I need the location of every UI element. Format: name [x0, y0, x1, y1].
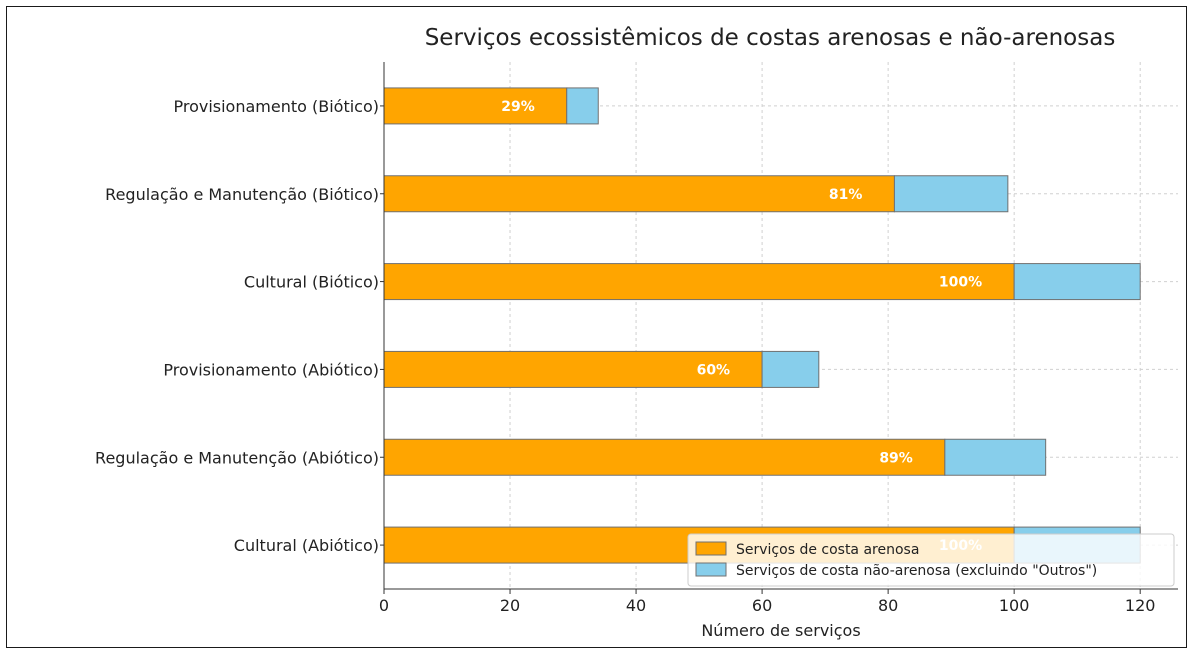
x-tick-label-2: 40 [626, 596, 646, 615]
category-label-4: Regulação e Manutenção (Abiótico) [95, 448, 379, 467]
data-label-4: 89% [879, 450, 913, 466]
legend-label-1: Serviços de costa não-arenosa (excluindo… [736, 563, 1097, 579]
x-tick-label-5: 100 [999, 596, 1030, 615]
category-label-5: Cultural (Abiótico) [234, 536, 379, 555]
category-label-2: Cultural (Biótico) [244, 273, 379, 292]
x-tick-label-0: 0 [379, 596, 389, 615]
labels-layer: Provisionamento (Biótico) 29% Regulação e … [95, 97, 982, 555]
x-tick-label-3: 60 [752, 596, 772, 615]
bar-series-1-3 [761, 350, 820, 388]
x-tick-label-1: 20 [500, 596, 520, 615]
x-axis-label: Número de serviços [701, 621, 860, 640]
bar-series-1-1 [893, 175, 1009, 213]
x-tick-label-6: 120 [1125, 596, 1156, 615]
legend-box [687, 533, 1175, 587]
data-label-0: 29% [501, 99, 535, 115]
data-label-2: 100% [939, 275, 982, 291]
grid-layer [383, 62, 1178, 589]
category-label-1: Regulação e Manutenção (Biótico) [105, 185, 379, 204]
x-tick-label-4: 80 [878, 596, 898, 615]
legend: Serviços de costa arenosa Serviços de cos… [687, 533, 1175, 587]
stacked-bar-chart: Provisionamento (Biótico) 29% Regulação e … [95, 25, 1178, 640]
legend-swatch-0 [695, 541, 727, 556]
bar-series-0-2 [383, 263, 1015, 301]
category-label-3: Provisionamento (Abiótico) [163, 360, 379, 379]
bar-series-1-0 [566, 87, 599, 125]
bar-series-1-2 [1013, 263, 1141, 301]
chart-frame: Provisionamento (Biótico) 29% Regulação e … [6, 6, 1187, 648]
bar-series-0-4 [383, 438, 946, 476]
bar-series-0-1 [383, 175, 895, 213]
axes-layer: 0 20 40 60 80 100 120 [379, 62, 1178, 615]
data-label-3: 60% [697, 362, 731, 378]
legend-swatch-1 [695, 562, 727, 577]
data-label-1: 81% [829, 187, 863, 203]
chart-title: Serviços ecossistêmicos de costas arenos… [425, 25, 1116, 51]
bar-series-0-0 [383, 87, 568, 125]
category-label-0: Provisionamento (Biótico) [173, 97, 379, 116]
bar-series-1-4 [944, 438, 1047, 476]
bars-layer [383, 87, 1141, 564]
legend-label-0: Serviços de costa arenosa [736, 542, 919, 558]
